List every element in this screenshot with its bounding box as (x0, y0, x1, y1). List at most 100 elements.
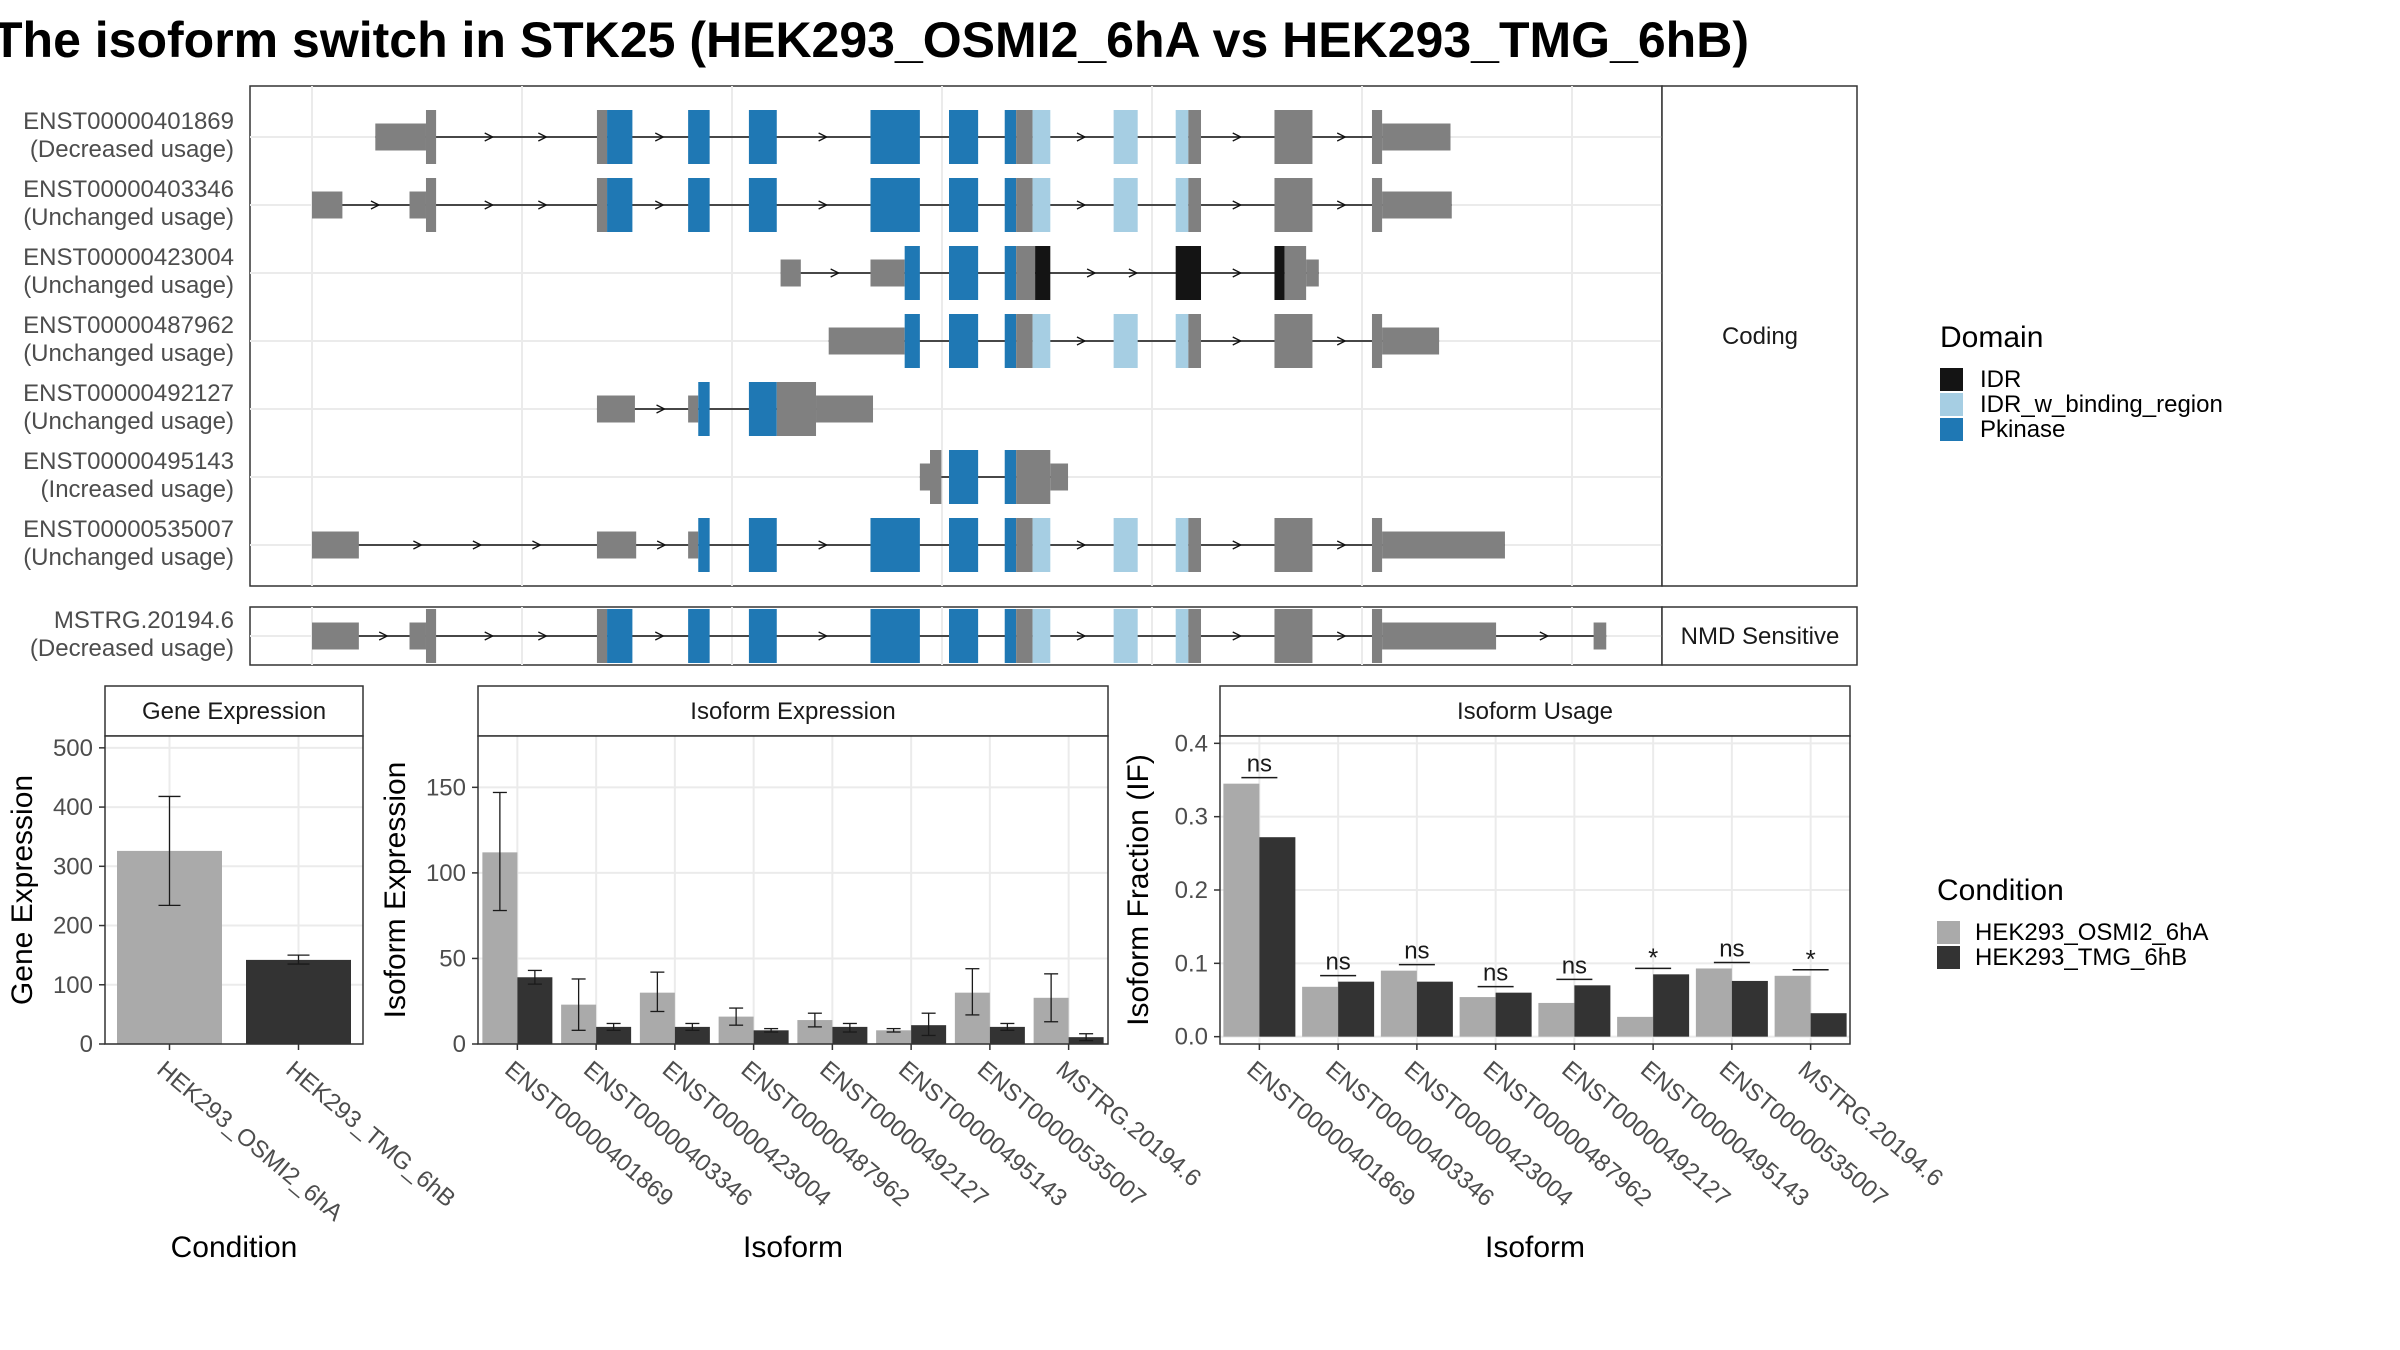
intron-arrow (484, 200, 495, 210)
figure-title: The isoform switch in STK25 (HEK293_OSMI… (0, 12, 1749, 68)
exon-utr (375, 123, 426, 151)
y-tick-label: 0.0 (1175, 1024, 1208, 1051)
exon-utr (828, 327, 905, 355)
exon-Pkinase (607, 110, 633, 164)
significance-label: ns (1483, 960, 1508, 987)
exon-cds (1188, 178, 1202, 232)
exon-IDR_w_binding_region (1113, 178, 1138, 232)
exon-IDR_w_binding_region (1113, 314, 1138, 368)
y-tick-label: 0.4 (1175, 730, 1208, 757)
intron-arrow (1076, 200, 1087, 210)
intron-arrow (472, 540, 483, 550)
exon-cds (1371, 314, 1383, 368)
significance-label: ns (1247, 751, 1272, 778)
exon-utr (312, 531, 359, 559)
y-tick-label: 400 (53, 794, 93, 821)
panel-border (104, 735, 364, 1045)
exon-IDR_w_binding_region (1032, 314, 1051, 368)
exon-cds (1188, 314, 1202, 368)
intron-arrow (656, 540, 667, 550)
intron-arrow (1076, 132, 1087, 142)
exon-Pkinase (698, 518, 710, 572)
transcript-status-label: (Decreased usage) (30, 136, 234, 163)
bar (989, 1026, 1025, 1044)
bar (1495, 992, 1532, 1037)
intron-arrow (818, 631, 829, 641)
intron-arrow (538, 631, 548, 641)
exon-IDR_w_binding_region (1175, 609, 1189, 663)
bar (1538, 1002, 1575, 1037)
exon-cds (1274, 609, 1313, 663)
transcript-id-label: ENST00000423004 (23, 244, 234, 271)
exon-cds (1274, 314, 1313, 368)
legend-key (1937, 946, 1960, 969)
intron-arrow (378, 631, 389, 641)
exon-Pkinase (870, 518, 920, 572)
exon-cds (1371, 178, 1383, 232)
exon-utr (409, 191, 426, 219)
exon-utr (919, 463, 931, 491)
exon-utr (1382, 531, 1505, 559)
intron-arrow (1076, 631, 1087, 641)
legend-label: Pkinase (1980, 416, 2065, 443)
transcript-id-label: ENST00000495143 (23, 448, 234, 475)
bar (753, 1030, 789, 1044)
exon-utr (1306, 259, 1319, 287)
intron-arrow (656, 404, 666, 414)
exon-cds (1016, 314, 1033, 368)
exon-cds (1188, 110, 1202, 164)
exon-Pkinase (1004, 178, 1017, 232)
intron-arrow (1232, 336, 1243, 346)
panel-border (1219, 735, 1851, 1045)
panel-strip-label: Coding (1722, 323, 1798, 350)
intron-arrow (1336, 336, 1347, 346)
exon-Pkinase (748, 110, 777, 164)
facet-strip (104, 685, 364, 737)
legend-key (1937, 921, 1960, 944)
exon-cds (930, 450, 942, 504)
exon-Pkinase (1004, 609, 1017, 663)
exon-Pkinase (1004, 518, 1017, 572)
bar (832, 1026, 868, 1044)
plot-background (478, 736, 1108, 1044)
y-tick-label: 0.3 (1175, 804, 1208, 831)
exon-IDR (1274, 246, 1285, 300)
exon-utr (1382, 191, 1452, 219)
exon-cds (1371, 609, 1383, 663)
intron-arrow (1086, 268, 1097, 278)
y-tick-label: 0.2 (1175, 877, 1208, 904)
bar (1774, 975, 1811, 1037)
exon-utr (596, 531, 637, 559)
transcript-id-label: ENST00000487962 (23, 312, 234, 339)
exon-Pkinase (1004, 246, 1017, 300)
bar (1302, 986, 1339, 1037)
y-tick-label: 150 (426, 774, 466, 801)
exon-cds (1284, 246, 1307, 300)
exon-Pkinase (607, 178, 633, 232)
exon-utr (870, 259, 905, 287)
panel-title: Isoform Usage (1457, 698, 1613, 725)
legend-label: IDR_w_binding_region (1980, 391, 2223, 418)
exon-cds (596, 609, 608, 663)
exon-Pkinase (948, 178, 979, 232)
significance-label: * (1648, 942, 1658, 972)
bar (1380, 970, 1417, 1037)
transcript-id-label: ENST00000403346 (23, 176, 234, 203)
intron-arrow (1336, 200, 1347, 210)
bar (1223, 783, 1260, 1037)
exon-IDR_w_binding_region (1113, 518, 1138, 572)
exon-Pkinase (870, 178, 920, 232)
intron-arrow (1232, 631, 1243, 641)
exon-IDR_w_binding_region (1032, 518, 1051, 572)
exon-IDR_w_binding_region (1032, 178, 1051, 232)
exon-Pkinase (698, 382, 710, 436)
y-tick-label: 300 (53, 853, 93, 880)
exon-utr (1382, 123, 1451, 151)
intron-arrow (654, 132, 665, 142)
exon-Pkinase (948, 609, 979, 663)
intron-arrow (1232, 268, 1243, 278)
bar (596, 1026, 632, 1044)
exon-Pkinase (870, 110, 920, 164)
